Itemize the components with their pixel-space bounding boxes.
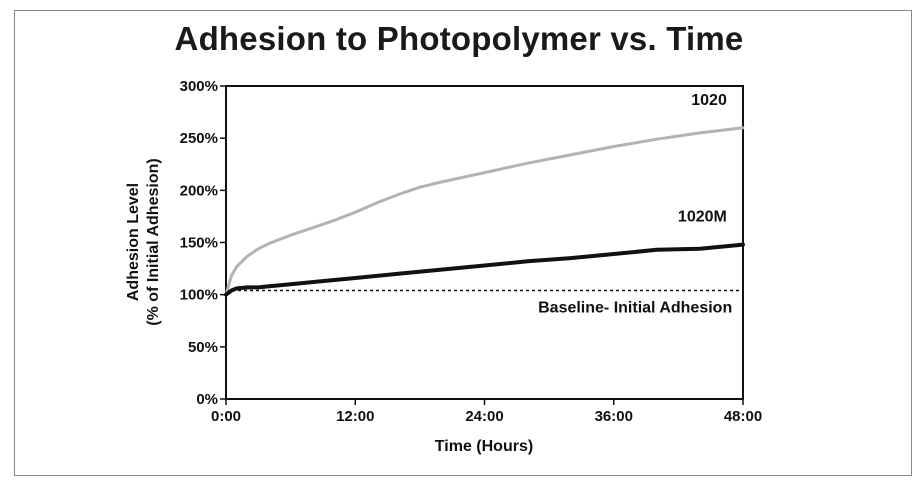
series-label-1020m: 1020M bbox=[678, 209, 727, 226]
x-tick-label: 48:00 bbox=[724, 408, 762, 425]
chart-title: Adhesion to Photopolymer vs. Time bbox=[174, 20, 744, 57]
x-tick-label: 12:00 bbox=[336, 408, 374, 425]
y-tick-label: 0% bbox=[196, 391, 218, 408]
y-tick-label: 250% bbox=[180, 130, 218, 147]
y-axis-label-line1: Adhesion Level bbox=[125, 183, 142, 301]
x-axis-ticks: 0:00 12:00 24:00 36:00 48:00 bbox=[211, 399, 762, 425]
y-tick-label: 200% bbox=[180, 182, 218, 199]
y-tick-label: 150% bbox=[180, 235, 218, 252]
series-line-1020 bbox=[224, 126, 745, 297]
series-label-1020: 1020 bbox=[691, 92, 727, 109]
y-axis-ticks: 0% 50% 100% 150% 200% 250% 300% bbox=[180, 78, 226, 408]
baseline-label: Baseline- Initial Adhesion bbox=[538, 299, 732, 316]
x-tick-label: 24:00 bbox=[465, 408, 503, 425]
y-axis-label: Adhesion Level (% of Initial Adhesion) bbox=[125, 158, 162, 325]
y-tick-label: 100% bbox=[180, 287, 218, 304]
series-line-1020m bbox=[224, 242, 745, 297]
x-tick-label: 0:00 bbox=[211, 408, 241, 425]
y-axis-label-line2: (% of Initial Adhesion) bbox=[145, 158, 162, 325]
y-tick-label: 50% bbox=[188, 339, 218, 356]
y-tick-label: 300% bbox=[180, 78, 218, 95]
x-axis-label: Time (Hours) bbox=[435, 438, 533, 455]
x-tick-label: 36:00 bbox=[595, 408, 633, 425]
plot-area-border bbox=[225, 85, 744, 400]
series-lines bbox=[224, 126, 745, 297]
